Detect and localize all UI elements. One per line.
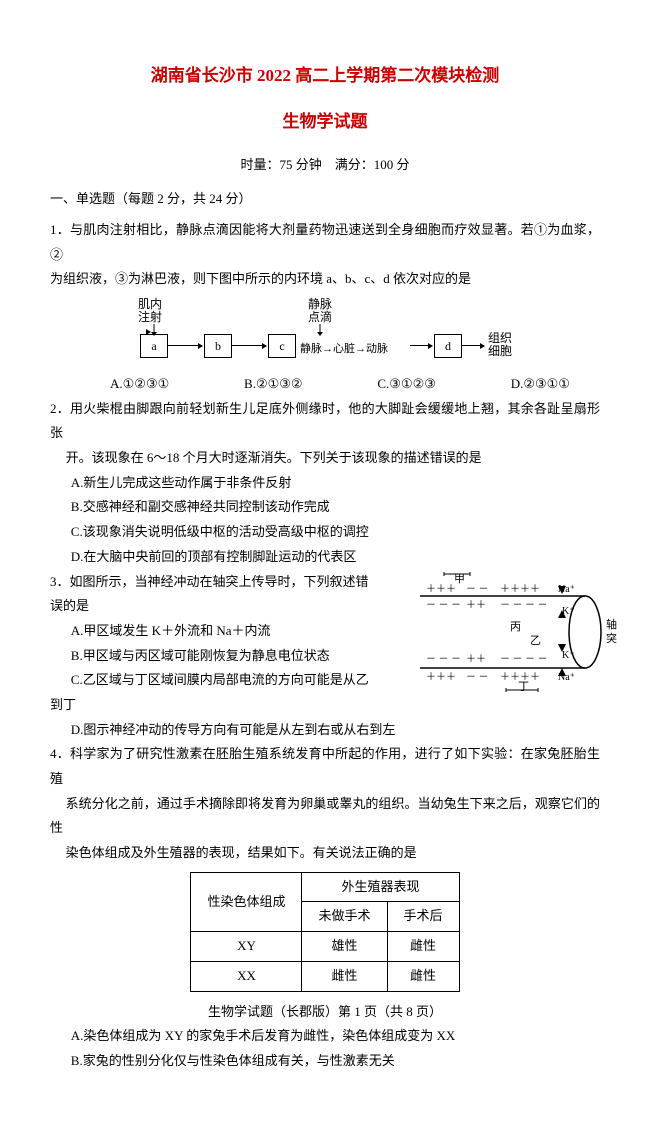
box-c: c bbox=[268, 334, 296, 358]
svg-text:甲: 甲 bbox=[454, 573, 465, 585]
q3-choice-b: B.甲区域与丙区域可能刚恢复为静息电位状态 bbox=[50, 644, 381, 669]
page-title-1: 湖南省长沙市 2022 高二上学期第二次模块检测 bbox=[50, 60, 600, 92]
q2-choice-a: A.新生儿完成这些动作属于非条件反射 bbox=[50, 471, 600, 496]
q4-stem-line3: 染色体组成及外生殖器的表现，结果如下。有关说法正确的是 bbox=[50, 841, 600, 866]
box-a: a bbox=[140, 334, 168, 358]
cell: XY bbox=[191, 932, 302, 962]
arrow-drip-down-icon bbox=[316, 324, 324, 336]
box-d: d bbox=[434, 334, 462, 358]
svg-text:K⁺: K⁺ bbox=[562, 650, 575, 661]
label-tissue-cell: 组织细胞 bbox=[488, 332, 512, 358]
q3-choice-d: D.图示神经冲动的传导方向有可能是从左到右或从右到左 bbox=[50, 718, 600, 743]
svg-text:突: 突 bbox=[606, 631, 617, 645]
cell: XX bbox=[191, 961, 302, 991]
svg-text:＋＋＋＋: ＋＋＋＋ bbox=[500, 584, 540, 595]
q4-choice-a: A.染色体组成为 XY 的家兔手术后发育为雌性，染色体组成变为 XX bbox=[50, 1024, 600, 1049]
svg-text:＋＋＋: ＋＋＋ bbox=[426, 584, 456, 595]
q1-stem-line2: 为组织液，③为淋巴液，则下图中所示的内环境 a、b、c、d 依次对应的是 bbox=[50, 267, 600, 292]
svg-text:＋＋: ＋＋ bbox=[466, 654, 486, 665]
question-2: 2．用火柴棍由脚跟向前轻划新生儿足底外侧缘时，他的大脚趾会缓缓地上翘，其余各趾呈… bbox=[50, 397, 600, 570]
q4-table: 性染色体组成 外生殖器表现 未做手术 手术后 XY 雄性 雌性 XX 雌性 雌性 bbox=[190, 872, 459, 992]
q1-stem-line1: 1．与肌肉注射相比，静脉点滴因能将大剂量药物迅速送到全身细胞而疗效显著。若①为血… bbox=[50, 218, 600, 267]
q1-choice-c: C.③①②③ bbox=[377, 372, 436, 397]
section-heading: 一、单选题（每题 2 分，共 24 分） bbox=[50, 187, 600, 212]
q3-choice-a: A.甲区域发生 K＋外流和 Na＋内流 bbox=[50, 619, 381, 644]
arrow-d-cell bbox=[462, 345, 484, 346]
label-heart-path: 静脉→心脏→动脉 bbox=[300, 339, 388, 360]
q3-axon-diagram: ＋＋＋ － － ＋＋＋＋ Na⁺ － － － ＋＋ － － － － K⁺ － －… bbox=[410, 572, 630, 692]
exam-meta: 时量：75 分钟 满分：100 分 bbox=[50, 153, 600, 178]
q1-choice-b: B.②①③② bbox=[244, 372, 303, 397]
q4-choice-b: B.家兔的性别分化仅与性染色体组成有关，与性激素无关 bbox=[50, 1049, 600, 1074]
th-expr: 外生殖器表现 bbox=[302, 872, 459, 902]
q2-choice-c: C.该现象消失说明低级中枢的活动受高级中枢的调控 bbox=[50, 520, 600, 545]
th-chrom: 性染色体组成 bbox=[191, 872, 302, 931]
arrow-b-c bbox=[232, 345, 266, 346]
th-op: 手术后 bbox=[387, 902, 459, 932]
svg-text:－ － －: － － － bbox=[426, 600, 461, 611]
question-1: 1．与肌肉注射相比，静脉点滴因能将大剂量药物迅速送到全身细胞而疗效显著。若①为血… bbox=[50, 218, 600, 397]
arrow-a-b bbox=[168, 345, 202, 346]
svg-text:－ － －: － － － bbox=[426, 654, 461, 665]
q3-choice-c: C.乙区域与丁区域间膜内局部电流的方向可能是从乙 bbox=[50, 668, 401, 693]
question-3: ＋＋＋ － － ＋＋＋＋ Na⁺ － － － ＋＋ － － － － K⁺ － －… bbox=[50, 570, 600, 743]
th-noop: 未做手术 bbox=[302, 902, 387, 932]
svg-text:－ － － －: － － － － bbox=[500, 654, 548, 665]
svg-text:＋＋: ＋＋ bbox=[466, 600, 486, 611]
q1-choices: A.①②③① B.②①③② C.③①②③ D.②③①① bbox=[50, 372, 600, 397]
label-injection: 肌内注射 bbox=[138, 298, 162, 324]
svg-text:＋＋＋: ＋＋＋ bbox=[426, 672, 456, 683]
q3-choice-c-cont: 到丁 bbox=[50, 693, 600, 718]
q1-choice-a: A.①②③① bbox=[110, 372, 169, 397]
q4-stem-line1: 4．科学家为了研究性激素在胚胎生殖系统发育中所起的作用，进行了如下实验：在家兔胚… bbox=[50, 742, 600, 791]
table-row: 性染色体组成 外生殖器表现 bbox=[191, 872, 459, 902]
svg-text:乙: 乙 bbox=[530, 634, 541, 647]
arrow-inj-down-icon bbox=[150, 324, 158, 336]
svg-text:－ －: － － bbox=[466, 672, 489, 683]
table-row: XX 雌性 雌性 bbox=[191, 961, 459, 991]
q4-stem-line2: 系统分化之前，通过手术摘除即将发育为卵巢或睾丸的组织。当幼兔生下来之后，观察它们… bbox=[50, 792, 600, 841]
cell: 雌性 bbox=[387, 932, 459, 962]
cell: 雌性 bbox=[302, 961, 387, 991]
page-title-2: 生物学试题 bbox=[50, 106, 600, 138]
q1-diagram: 肌内注射 静脉点滴 a b c 静脉→心脏→动脉 d 组织细胞 bbox=[110, 298, 540, 368]
box-b: b bbox=[204, 334, 232, 358]
arrow-c-d bbox=[410, 345, 432, 346]
q2-stem-line1: 2．用火柴棍由脚跟向前轻划新生儿足底外侧缘时，他的大脚趾会缓缓地上翘，其余各趾呈… bbox=[50, 397, 600, 446]
exam-page: 湖南省长沙市 2022 高二上学期第二次模块检测 生物学试题 时量：75 分钟 … bbox=[0, 0, 650, 1114]
axon-svg-icon: ＋＋＋ － － ＋＋＋＋ Na⁺ － － － ＋＋ － － － － K⁺ － －… bbox=[410, 572, 630, 692]
cell: 雌性 bbox=[387, 961, 459, 991]
cell: 雄性 bbox=[302, 932, 387, 962]
question-4: 4．科学家为了研究性激素在胚胎生殖系统发育中所起的作用，进行了如下实验：在家兔胚… bbox=[50, 742, 600, 1073]
q2-choice-b: B.交感神经和副交感神经共同控制该动作完成 bbox=[50, 495, 600, 520]
q2-choice-d: D.在大脑中央前回的顶部有控制脚趾运动的代表区 bbox=[50, 545, 600, 570]
label-drip: 静脉点滴 bbox=[308, 298, 332, 324]
q3-stem-line1: 3．如图所示，当神经冲动在轴突上传导时，下列叙述错 bbox=[50, 570, 370, 595]
q1-choice-d: D.②③①① bbox=[511, 372, 570, 397]
page-footer: 生物学试题（长郡版）第 1 页（共 8 页） bbox=[50, 1000, 600, 1025]
svg-text:－ － － －: － － － － bbox=[500, 600, 548, 611]
q2-stem-line2: 开。该现象在 6～18 个月大时逐渐消失。下列关于该现象的描述错误的是 bbox=[50, 446, 600, 471]
svg-text:轴: 轴 bbox=[606, 617, 617, 631]
table-row: XY 雄性 雌性 bbox=[191, 932, 459, 962]
svg-text:－ －: － － bbox=[466, 584, 489, 595]
svg-text:丙: 丙 bbox=[510, 621, 521, 633]
